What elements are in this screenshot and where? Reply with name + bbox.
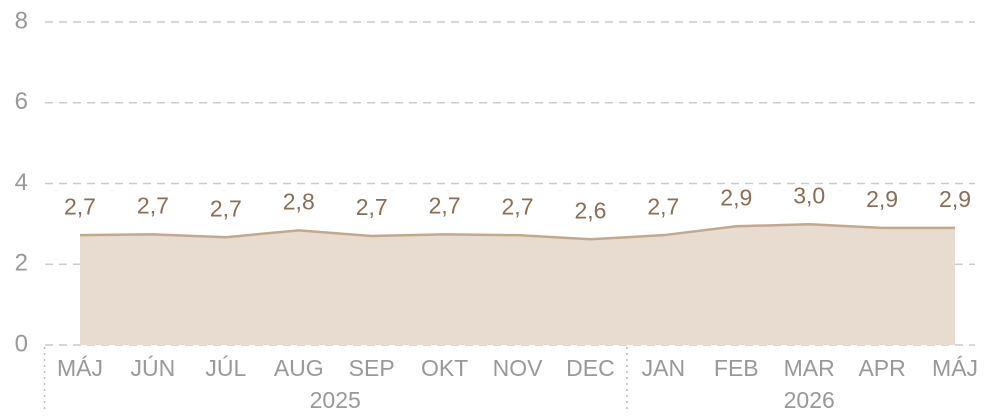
x-tick-label: MAR: [784, 355, 835, 381]
value-label: 3,0: [793, 182, 825, 208]
x-tick-label: OKT: [421, 355, 468, 381]
value-label: 2,7: [647, 193, 679, 219]
value-label: 2,7: [502, 193, 534, 219]
value-label: 2,7: [137, 192, 169, 218]
value-label: 2,9: [720, 184, 752, 210]
x-tick-label: AUG: [274, 355, 324, 381]
value-label: 2,8: [283, 188, 315, 214]
value-label: 2,7: [64, 193, 96, 219]
y-tick-label: 6: [15, 88, 28, 115]
y-tick-label: 4: [15, 169, 28, 196]
line: [79, 223, 956, 241]
value-label: 2,6: [574, 197, 606, 223]
x-tick-label: MÁJ: [932, 355, 978, 381]
y-tick-label: 0: [15, 330, 28, 357]
x-tick-label: SEP: [349, 355, 395, 381]
group-label: 2026: [784, 387, 835, 413]
value-label: 2,7: [429, 192, 461, 218]
x-tick-label: JAN: [642, 355, 685, 381]
area: [80, 224, 956, 345]
x-tick-label: DEC: [566, 355, 615, 381]
x-tick-label: JÚN: [131, 355, 176, 381]
y-tick-label: 2: [15, 250, 28, 277]
x-tick-label: JÚL: [205, 355, 246, 381]
x-tick-label: NOV: [493, 355, 544, 381]
y-tick-label: 8: [15, 7, 28, 34]
value-label: 2,9: [939, 186, 971, 212]
value-label: 2,7: [356, 194, 388, 220]
x-tick-label: MÁJ: [57, 355, 103, 381]
x-tick-label: APR: [858, 355, 905, 381]
value-label: 2,9: [866, 186, 898, 212]
value-label: 2,7: [210, 195, 242, 221]
group-label: 2025: [310, 387, 361, 413]
x-tick-label: FEB: [714, 355, 759, 381]
